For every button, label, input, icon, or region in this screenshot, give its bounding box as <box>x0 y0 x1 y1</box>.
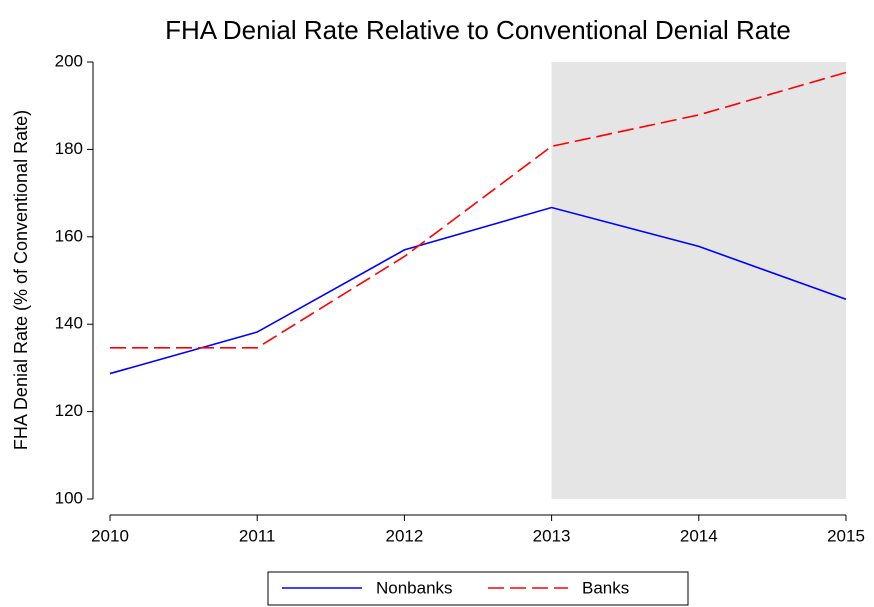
y-tick-label: 180 <box>55 139 83 158</box>
x-tick-label: 2011 <box>239 526 276 545</box>
y-tick-label: 100 <box>55 488 83 507</box>
shaded-region <box>551 62 846 499</box>
x-tick-label: 2015 <box>827 526 865 545</box>
y-tick-label: 200 <box>55 51 83 70</box>
y-axis-label: FHA Denial Rate (% of Conventional Rate) <box>11 110 31 450</box>
y-tick-label: 160 <box>55 226 83 245</box>
legend-label: Banks <box>582 578 629 597</box>
x-tick-label: 2012 <box>385 526 423 545</box>
series-line <box>109 206 847 375</box>
chart-title: FHA Denial Rate Relative to Conventional… <box>165 15 791 45</box>
series-line <box>110 71 847 349</box>
y-tick-label: 140 <box>55 314 83 333</box>
x-tick-label: 2014 <box>680 526 718 545</box>
legend-label: Nonbanks <box>376 578 453 597</box>
x-tick-label: 2010 <box>91 526 129 545</box>
x-tick-label: 2013 <box>533 526 571 545</box>
y-tick-label: 120 <box>55 401 83 420</box>
